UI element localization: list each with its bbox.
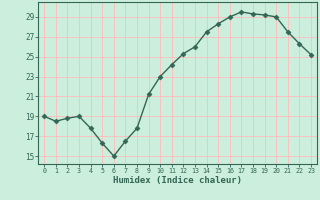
X-axis label: Humidex (Indice chaleur): Humidex (Indice chaleur) — [113, 176, 242, 185]
